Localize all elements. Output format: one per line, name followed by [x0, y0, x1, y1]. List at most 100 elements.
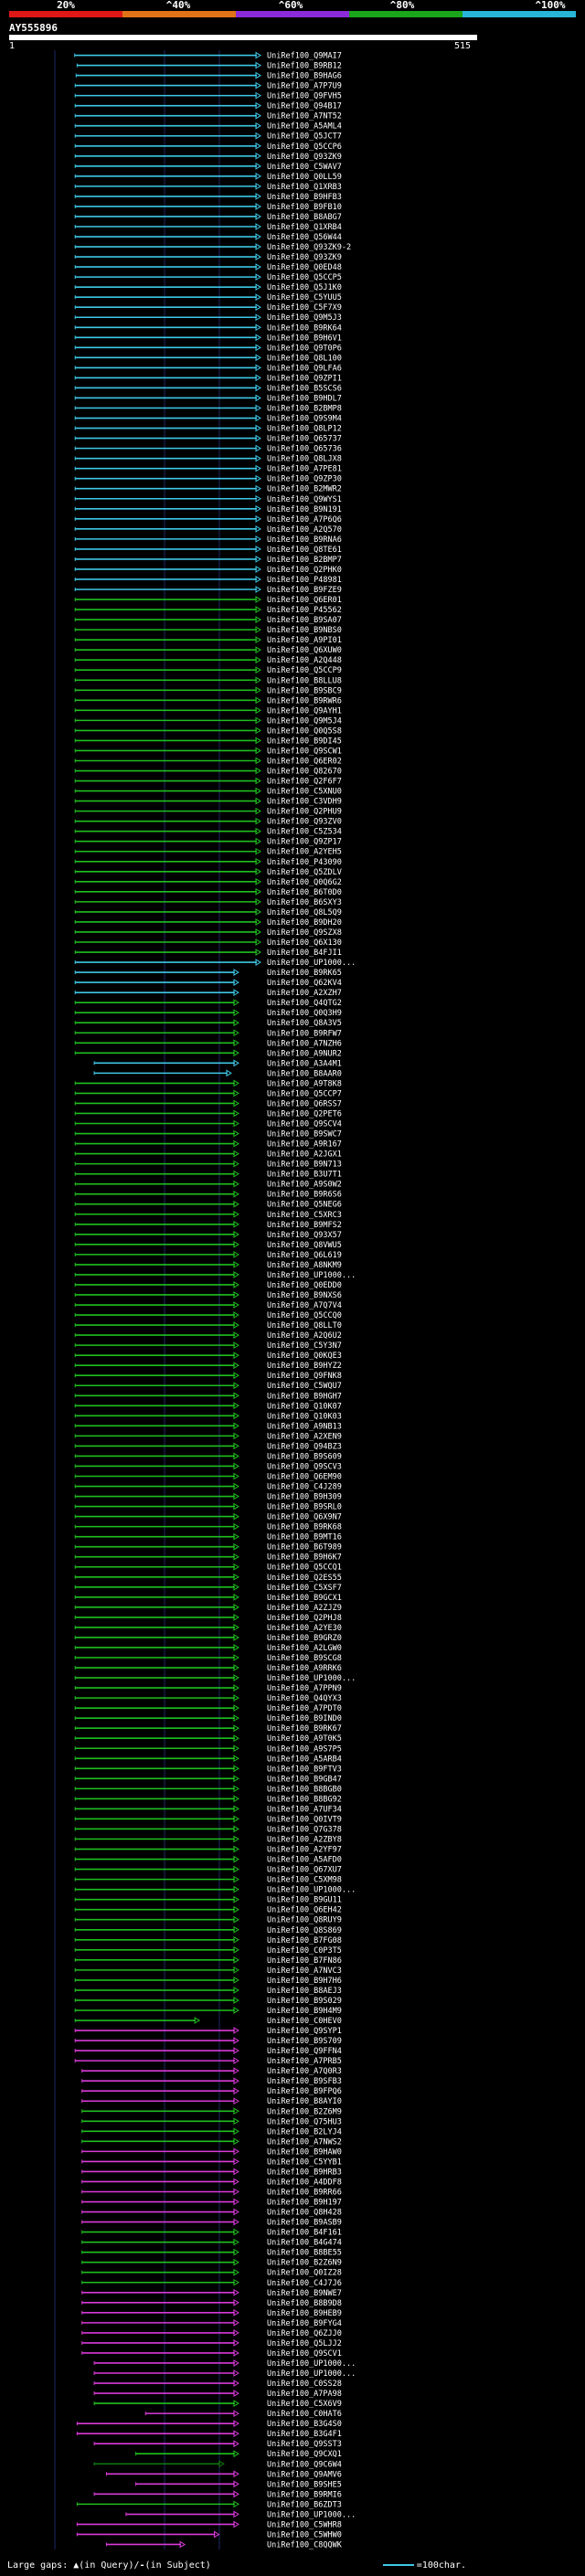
hit-label[interactable]: UniRef100_Q9SCV3 — [267, 1462, 342, 1471]
hit-label[interactable]: UniRef100_B2Z6M9 — [267, 2107, 342, 2116]
hit-label[interactable]: UniRef100_A3A4M1 — [267, 1059, 342, 1068]
hit-label[interactable]: UniRef100_A2Q570 — [267, 525, 342, 535]
hit-label[interactable]: UniRef100_A5AML4 — [267, 122, 342, 132]
hit-label[interactable]: UniRef100_A2ZBY8 — [267, 1836, 342, 1845]
hit-label[interactable]: UniRef100_Q8H428 — [267, 2209, 342, 2218]
hit-label[interactable]: UniRef100_Q9SYP1 — [267, 2027, 342, 2036]
hit-label[interactable]: UniRef100_Q2PET6 — [267, 1109, 342, 1118]
hit-label[interactable]: UniRef100_A9T0K5 — [267, 1734, 342, 1744]
hit-label[interactable]: UniRef100_A9S0W2 — [267, 1181, 342, 1190]
hit-label[interactable]: UniRef100_Q2PHK0 — [267, 566, 342, 575]
hit-label[interactable]: UniRef100_B9RK67 — [267, 1724, 342, 1733]
hit-label[interactable]: UniRef100_A7P6Q6 — [267, 515, 342, 525]
hit-label[interactable]: UniRef100_Q0Q5S8 — [267, 726, 342, 736]
hit-label[interactable]: UniRef100_A7PE81 — [267, 465, 342, 474]
hit-label[interactable]: UniRef100_Q93ZK9 — [267, 153, 342, 162]
hit-label[interactable]: UniRef100_B9HEB9 — [267, 2309, 342, 2318]
hit-label[interactable]: UniRef100_Q8S869 — [267, 1926, 342, 1935]
hit-label[interactable]: UniRef100_Q9FFN4 — [267, 2047, 342, 2056]
hit-label[interactable]: UniRef100_B9FB10 — [267, 203, 342, 212]
hit-label[interactable]: UniRef100_Q0ED48 — [267, 263, 342, 272]
hit-label[interactable]: UniRef100_Q9SST3 — [267, 2440, 342, 2449]
hit-label[interactable]: UniRef100_B9GRZ0 — [267, 1634, 342, 1643]
hit-label[interactable]: UniRef100_A9S7P5 — [267, 1744, 342, 1754]
hit-label[interactable]: UniRef100_B3U7T1 — [267, 1171, 342, 1180]
hit-label[interactable]: UniRef100_B9FZE9 — [267, 586, 342, 595]
hit-label[interactable]: UniRef100_Q0EDD0 — [267, 1281, 342, 1290]
hit-label[interactable]: UniRef100_Q0Q6G2 — [267, 878, 342, 887]
hit-label[interactable]: UniRef100_C5Z534 — [267, 828, 342, 837]
hit-label[interactable]: UniRef100_UP1000... — [267, 1271, 356, 1280]
hit-label[interactable]: UniRef100_B9IND0 — [267, 1714, 342, 1723]
hit-label[interactable]: UniRef100_UP1000... — [267, 2359, 356, 2369]
hit-label[interactable]: UniRef100_Q2ES55 — [267, 1574, 342, 1583]
hit-label[interactable]: UniRef100_B9GCX1 — [267, 1594, 342, 1603]
hit-label[interactable]: UniRef100_Q5CCP5 — [267, 273, 342, 282]
hit-label[interactable]: UniRef100_Q6XUW0 — [267, 646, 342, 655]
hit-label[interactable]: UniRef100_Q5ZDLV — [267, 868, 342, 877]
hit-label[interactable]: UniRef100_B9MT16 — [267, 1533, 342, 1542]
hit-label[interactable]: UniRef100_Q6EM90 — [267, 1472, 342, 1481]
hit-label[interactable]: UniRef100_A9PI01 — [267, 636, 342, 645]
hit-label[interactable]: UniRef100_B9RB12 — [267, 62, 342, 71]
hit-label[interactable]: UniRef100_Q5CCQ0 — [267, 1311, 342, 1320]
hit-label[interactable]: UniRef100_A5AFD0 — [267, 1856, 342, 1865]
hit-label[interactable]: UniRef100_Q9FVH5 — [267, 92, 342, 101]
hit-label[interactable]: UniRef100_B9SBC9 — [267, 686, 342, 695]
hit-label[interactable]: UniRef100_P48981 — [267, 576, 342, 585]
hit-label[interactable]: UniRef100_B9RWR6 — [267, 696, 342, 705]
hit-label[interactable]: UniRef100_B6T0D0 — [267, 888, 342, 897]
hit-label[interactable]: UniRef100_B9DH20 — [267, 918, 342, 928]
hit-label[interactable]: UniRef100_B9SRL0 — [267, 1503, 342, 1512]
hit-label[interactable]: UniRef100_A7P7U9 — [267, 82, 342, 91]
hit-label[interactable]: UniRef100_Q5CCP7 — [267, 1089, 342, 1098]
hit-label[interactable]: UniRef100_B8AAR0 — [267, 1069, 342, 1078]
hit-label[interactable]: UniRef100_Q9ZP30 — [267, 475, 342, 484]
hit-label[interactable]: UniRef100_C5XM98 — [267, 1876, 342, 1885]
hit-label[interactable]: UniRef100_Q75HU3 — [267, 2117, 342, 2126]
hit-label[interactable]: UniRef100_C5YUU5 — [267, 293, 342, 302]
hit-label[interactable]: UniRef100_Q6X9N7 — [267, 1513, 342, 1522]
hit-label[interactable]: UniRef100_A7Q0R3 — [267, 2067, 342, 2076]
hit-label[interactable]: UniRef100_B9NBS0 — [267, 626, 342, 635]
hit-label[interactable]: UniRef100_UP1000... — [267, 2369, 356, 2379]
hit-label[interactable]: UniRef100_B9N713 — [267, 1161, 342, 1170]
hit-label[interactable]: UniRef100_Q9C6W4 — [267, 2460, 342, 2469]
hit-label[interactable]: UniRef100_Q6ZJJ0 — [267, 2329, 342, 2338]
hit-label[interactable]: UniRef100_A9RRK6 — [267, 1664, 342, 1673]
hit-label[interactable]: UniRef100_A5ARB4 — [267, 1754, 342, 1764]
hit-label[interactable]: UniRef100_C8QQWK — [267, 2540, 343, 2549]
hit-label[interactable]: UniRef100_B3G4F1 — [267, 2430, 342, 2439]
hit-label[interactable]: UniRef100_Q0IVT9 — [267, 1815, 342, 1824]
hit-label[interactable]: UniRef100_UP1000... — [267, 959, 356, 968]
hit-label[interactable]: UniRef100_B2BMP7 — [267, 556, 342, 565]
hit-label[interactable]: UniRef100_Q9AMV6 — [267, 2470, 342, 2479]
hit-label[interactable]: UniRef100_B9HGH7 — [267, 1392, 342, 1401]
hit-label[interactable]: UniRef100_B9SFB3 — [267, 2077, 342, 2086]
hit-label[interactable]: UniRef100_B9GU11 — [267, 1896, 342, 1905]
hit-label[interactable]: UniRef100_Q8L5Q9 — [267, 908, 342, 917]
hit-label[interactable]: UniRef100_UP1000... — [267, 1674, 356, 1683]
hit-label[interactable]: UniRef100_B9H7H6 — [267, 1977, 342, 1986]
hit-label[interactable]: UniRef100_B2LYJ4 — [267, 2127, 342, 2136]
hit-label[interactable]: UniRef100_Q9MAI7 — [267, 52, 342, 61]
hit-label[interactable]: UniRef100_Q9SCV4 — [267, 1120, 342, 1129]
hit-label[interactable]: UniRef100_Q5CCQ1 — [267, 1564, 342, 1573]
hit-label[interactable]: UniRef100_B9N191 — [267, 505, 342, 514]
hit-label[interactable]: UniRef100_B9ASB9 — [267, 2219, 342, 2228]
hit-label[interactable]: UniRef100_B9S029 — [267, 1997, 342, 2006]
hit-label[interactable]: UniRef100_Q9SZX8 — [267, 928, 342, 938]
hit-label[interactable]: UniRef100_B9DI45 — [267, 737, 342, 746]
hit-label[interactable]: UniRef100_Q65737 — [267, 435, 342, 444]
hit-label[interactable]: UniRef100_B7FN86 — [267, 1956, 342, 1966]
hit-label[interactable]: UniRef100_Q8VWU5 — [267, 1241, 342, 1250]
hit-label[interactable]: UniRef100_Q5NEG6 — [267, 1201, 342, 1210]
hit-label[interactable]: UniRef100_Q5JCT7 — [267, 133, 342, 142]
hit-label[interactable]: UniRef100_B9SWC7 — [267, 1130, 342, 1140]
hit-label[interactable]: UniRef100_A7NT52 — [267, 112, 342, 122]
hit-label[interactable]: UniRef100_B9H4M9 — [267, 2007, 342, 2016]
hit-label[interactable]: UniRef100_Q67XU7 — [267, 1866, 342, 1875]
hit-label[interactable]: UniRef100_B9HAW0 — [267, 2147, 342, 2157]
hit-label[interactable]: UniRef100_C0SS28 — [267, 2380, 342, 2389]
hit-label[interactable]: UniRef100_B6SXY3 — [267, 898, 342, 907]
